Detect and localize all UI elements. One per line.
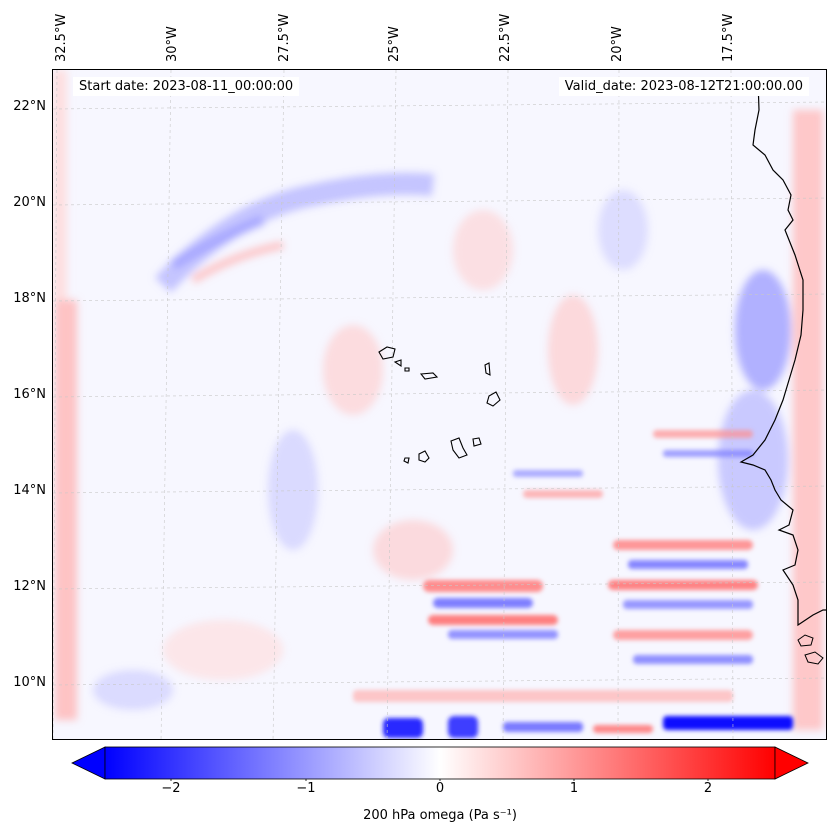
lon-label: 32.5°W bbox=[54, 13, 69, 62]
lat-label: 16°N bbox=[13, 387, 46, 402]
colorbar-tick: 0 bbox=[435, 781, 445, 796]
coastal-island bbox=[804, 651, 824, 665]
colorbar-gradient bbox=[104, 746, 776, 780]
lon-label: 25°W bbox=[387, 26, 402, 62]
colorbar-extend-low bbox=[71, 746, 106, 780]
cape-verde-islands bbox=[378, 346, 501, 464]
lat-label: 20°N bbox=[13, 195, 46, 210]
coastal-island bbox=[797, 634, 814, 647]
lat-label: 14°N bbox=[13, 483, 46, 498]
lon-label: 30°W bbox=[165, 26, 180, 62]
lat-label: 10°N bbox=[13, 675, 46, 690]
lon-label: 27.5°W bbox=[277, 13, 292, 62]
colorbar-label: 200 hPa omega (Pa s⁻¹) bbox=[363, 808, 517, 823]
valid-date-label: Valid_date: 2023-08-12T21:00:00.00 bbox=[558, 77, 809, 96]
start-date-label: Start date: 2023-08-11_00:00:00 bbox=[73, 77, 300, 96]
colorbar-tick: −1 bbox=[296, 781, 316, 796]
omega-shading bbox=[53, 70, 823, 730]
omega-bands bbox=[353, 430, 793, 738]
colorbar-tick: −2 bbox=[161, 781, 181, 796]
omega-field-map bbox=[53, 70, 826, 739]
map-panel bbox=[52, 69, 827, 740]
africa-coastline bbox=[739, 79, 826, 627]
colorbar-extend-high bbox=[774, 746, 809, 780]
colorbar bbox=[71, 746, 809, 781]
lat-label: 12°N bbox=[13, 579, 46, 594]
lat-label: 18°N bbox=[13, 291, 46, 306]
lon-label: 20°W bbox=[610, 26, 625, 62]
lon-label: 22.5°W bbox=[498, 13, 513, 62]
graticule bbox=[53, 70, 826, 739]
colorbar-tick: 1 bbox=[569, 781, 579, 796]
lat-label: 22°N bbox=[13, 99, 46, 114]
lon-label: 17.5°W bbox=[721, 13, 736, 62]
colorbar-tick: 2 bbox=[703, 781, 713, 796]
